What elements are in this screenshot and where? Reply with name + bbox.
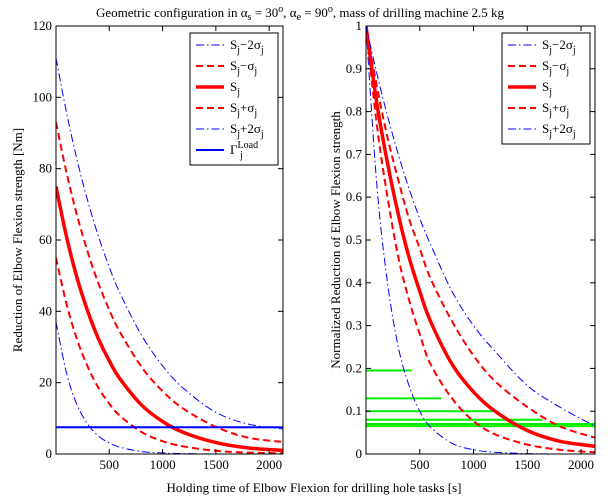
- y-axis-label: Normalized Reduction of Elbow Flexion st…: [328, 111, 343, 369]
- series-line: [56, 186, 283, 453]
- x-tick-label: 500: [410, 457, 430, 472]
- y-tick-label: 0.4: [346, 275, 363, 290]
- y-tick-label: 1: [356, 18, 363, 33]
- y-tick-label: 60: [39, 232, 52, 247]
- y-tick-label: 0.8: [346, 104, 362, 119]
- x-tick-label: 1000: [461, 457, 487, 472]
- sub: j: [236, 66, 240, 77]
- y-tick-label: 0.3: [346, 318, 362, 333]
- sub2: j: [253, 66, 257, 77]
- x-tick-label: 1000: [150, 457, 176, 472]
- op: +σ: [552, 100, 566, 115]
- sub: j: [548, 45, 552, 56]
- y-tick-label: 20: [39, 375, 52, 390]
- sub2: j: [260, 129, 264, 140]
- sub: j: [548, 129, 552, 140]
- main: S: [542, 121, 549, 136]
- y-tick-label: 0.7: [346, 146, 363, 161]
- y-axis-label: Reduction of Elbow Flexion strength [Nm]: [10, 128, 25, 352]
- series-line: [56, 122, 283, 443]
- series-line: [56, 58, 283, 430]
- y-tick-label: 0.5: [346, 232, 362, 247]
- op: −2σ: [552, 37, 573, 52]
- main: S: [230, 58, 237, 73]
- series-line: [366, 26, 595, 454]
- main: S: [542, 100, 549, 115]
- op: −2σ: [240, 37, 261, 52]
- x-tick-label: 1500: [514, 457, 540, 472]
- legend-box: [189, 32, 279, 166]
- op: +σ: [240, 100, 254, 115]
- sub: j: [236, 129, 240, 140]
- legend-label: Sj: [230, 79, 240, 98]
- y-tick-label: 100: [33, 89, 53, 104]
- y-tick-label: 40: [39, 303, 52, 318]
- op: +2σ: [240, 121, 261, 136]
- x-tick-label: 1500: [203, 457, 229, 472]
- sub2: j: [260, 45, 264, 56]
- series-line: [366, 26, 595, 439]
- legend-label: Sj+σj: [230, 100, 257, 119]
- x-axis-label: Holding time of Elbow Flexion for drilli…: [167, 480, 462, 495]
- y-tick-label: 120: [33, 18, 53, 33]
- sub: j: [548, 108, 552, 119]
- right-chart: 500 1000 1500 2000 0 0.1 0.2 0.3 0.4 0.5 0.6 0.7 0.8…: [328, 18, 596, 472]
- sub: j: [236, 45, 240, 56]
- main: S: [542, 79, 549, 94]
- sub2: j: [565, 108, 569, 119]
- sub2: j: [565, 66, 569, 77]
- legend-label: Sj+2σj: [542, 121, 576, 140]
- legend-label: Sj−2σj: [542, 37, 576, 56]
- y-tick-label: 0.2: [346, 360, 362, 375]
- y-tick-label: 0: [356, 446, 363, 461]
- main: S: [542, 37, 549, 52]
- x-tick-label: 2000: [568, 457, 594, 472]
- op: −σ: [240, 58, 254, 73]
- sup: Load: [238, 140, 259, 151]
- y-tick-label: 0: [46, 446, 53, 461]
- y-tick-label: 0.9: [346, 61, 362, 76]
- figure-title: Geometric configuration in αs = 30o, αe …: [96, 4, 505, 23]
- series-line: [56, 321, 283, 454]
- sub2: j: [572, 129, 576, 140]
- main: S: [230, 79, 237, 94]
- op: +2σ: [552, 121, 573, 136]
- legend-box: [501, 32, 591, 145]
- main: S: [230, 121, 237, 136]
- sub: j: [236, 108, 240, 119]
- sub: j: [239, 150, 243, 161]
- x-tick-label: 2000: [256, 457, 282, 472]
- legend-label: Sj+2σj: [230, 121, 264, 140]
- legend-label: Sj+σj: [542, 100, 569, 119]
- legend-label: Sj−σj: [542, 58, 569, 77]
- main: Γ: [230, 142, 238, 157]
- legend-label: ΓLoad j: [230, 140, 258, 161]
- legend-label: Sj: [542, 79, 552, 98]
- sub2: j: [253, 108, 257, 119]
- main: S: [542, 58, 549, 73]
- main: S: [230, 37, 237, 52]
- sub2: j: [572, 45, 576, 56]
- legend-label: Sj−2σj: [230, 37, 264, 56]
- y-tick-label: 0.1: [346, 403, 362, 418]
- sub: j: [548, 66, 552, 77]
- sub: j: [236, 87, 240, 98]
- series-line: [366, 26, 595, 449]
- x-tick-label: 500: [100, 457, 120, 472]
- left-chart: 500 1000 1500 2000 0 20 40 60 80 100 120 Reduction …: [10, 18, 284, 472]
- legend-label: Sj−σj: [230, 58, 257, 77]
- op: −σ: [552, 58, 566, 73]
- y-tick-label: 80: [39, 161, 52, 176]
- sub: j: [548, 87, 552, 98]
- main: S: [230, 100, 237, 115]
- y-tick-label: 0.6: [346, 189, 363, 204]
